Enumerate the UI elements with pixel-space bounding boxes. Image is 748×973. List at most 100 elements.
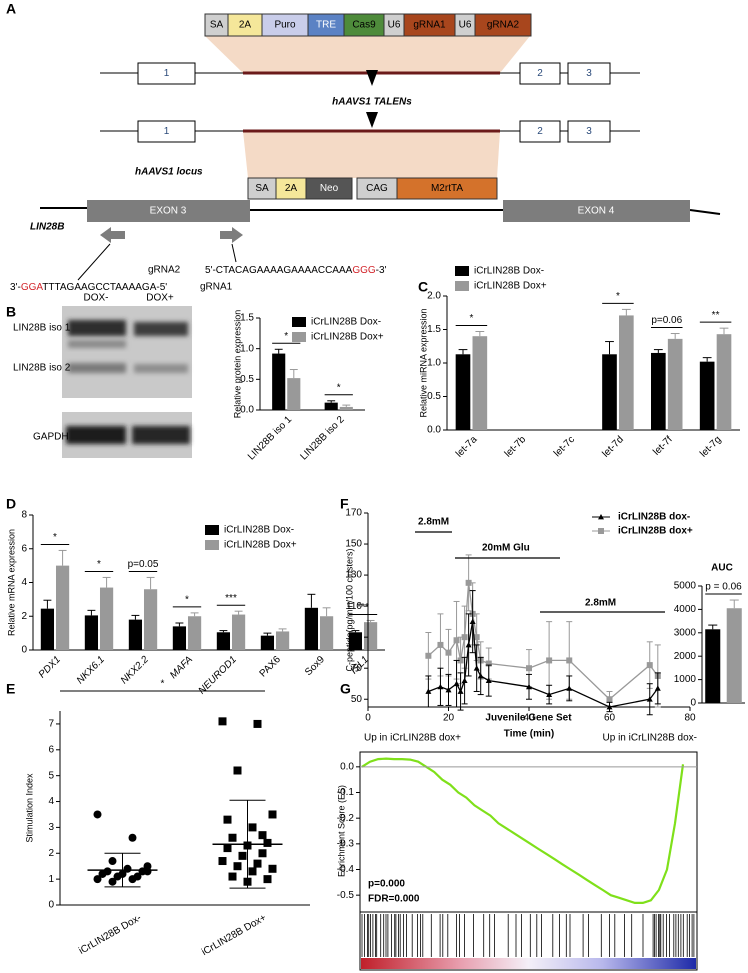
exon-label: EXON 3 [150, 206, 187, 217]
point [445, 686, 452, 693]
hit-barcode [361, 914, 695, 957]
point [228, 872, 237, 881]
significance-label: *** [225, 593, 237, 604]
significance-label: p = 0.06 [705, 582, 742, 593]
annotation: 2.8mM [585, 598, 616, 609]
exon-box [137, 62, 196, 85]
point [223, 844, 232, 853]
x-tick-label: NEUROD1 [197, 654, 239, 696]
significance-label: p=0.05 [128, 559, 159, 570]
y-axis-label: Enrichment Score (ES) [336, 785, 346, 877]
significance-label: * [97, 559, 101, 570]
annotation: 20mM Glu [482, 543, 530, 554]
point [457, 657, 464, 664]
point [437, 641, 444, 648]
legend-label: iCrLIN28B dox- [618, 512, 690, 523]
panel-label: A [6, 1, 16, 17]
construct-label: Neo [320, 183, 339, 194]
pam: GGA [21, 282, 44, 293]
band-label: LIN28B iso 1 [13, 323, 71, 334]
point [457, 688, 464, 694]
y-tick-label: 4 [21, 577, 27, 588]
bar [172, 626, 187, 650]
significance-label: * [337, 382, 341, 393]
point [546, 691, 553, 697]
bar [726, 608, 742, 703]
seq-part: 5'-CTACAGAAAAGAAAACCAAA [205, 265, 353, 276]
y-tick-label: 90 [351, 632, 363, 643]
y-tick-label: -0.5 [337, 890, 355, 901]
chart-title: Juvenile Gene Set [485, 713, 572, 724]
bar [40, 608, 55, 650]
y-tick-label: 0.0 [340, 761, 354, 772]
x-tick-label: 60 [604, 713, 616, 724]
significance-label: *** [357, 602, 369, 613]
talen-label: hAAVS1 TALENs [332, 97, 412, 108]
bar [667, 338, 683, 430]
x-tick-label: MAFA [168, 654, 195, 681]
x-tick-label: 20 [443, 713, 455, 724]
legend-swatch [292, 317, 306, 327]
y-tick-label: 0 [21, 645, 27, 656]
bar [231, 614, 246, 650]
construct-label: 2A [239, 20, 252, 31]
x-axis-label: Time (min) [504, 729, 554, 740]
note: Up in iCrLIN28B dox+ [364, 733, 461, 744]
blot-band [132, 426, 190, 444]
significance-label: * [53, 532, 57, 543]
bar [455, 354, 471, 430]
y-tick-label: 4000 [674, 604, 697, 615]
y-tick-label: 0.0 [427, 425, 441, 436]
homology-arm [243, 129, 500, 133]
point [485, 660, 492, 667]
y-tick-label: 8 [21, 510, 27, 521]
y-tick-label: 170 [345, 508, 362, 519]
pointer [231, 243, 237, 263]
y-tick-label: 0 [690, 698, 696, 709]
point [461, 677, 468, 684]
bar [143, 589, 158, 650]
point [128, 875, 137, 884]
y-tick-label: 110 [346, 601, 362, 612]
x-tick-label: let-7a [454, 434, 480, 460]
point [263, 875, 272, 884]
bar [472, 336, 488, 430]
insertion-shade [243, 131, 500, 178]
y-axis-label: Relative mRNA expression [6, 529, 16, 636]
bar [128, 619, 143, 650]
grna-name: gRNA1 [200, 282, 233, 293]
x-tick-label: NKX6.1 [75, 654, 107, 686]
construct-label: TRE [316, 20, 336, 31]
lane-label: DOX- [84, 293, 109, 304]
exon-label: 2 [537, 126, 543, 137]
significance-label: ** [712, 310, 720, 321]
significance-label: * [284, 331, 288, 342]
construct-label: Cas9 [352, 20, 376, 31]
panel-label: E [6, 681, 15, 697]
panel-label: F [340, 496, 349, 512]
y-tick-label: 1.5 [240, 313, 254, 324]
exon-label: 3 [586, 68, 592, 79]
bar [619, 315, 634, 430]
legend-label: iCrLIN28B Dox- [224, 525, 294, 536]
point [143, 867, 152, 876]
gene-line [689, 209, 721, 215]
construct-box [474, 13, 532, 37]
point [263, 838, 272, 847]
pam: GGG [352, 265, 376, 276]
legend-label: iCrLIN28B Dox- [311, 317, 381, 328]
pointer [77, 243, 111, 281]
note: p=0.000 [368, 879, 405, 890]
rank-gradient [361, 958, 696, 969]
y-tick-label: 6 [21, 543, 27, 554]
point [566, 685, 573, 691]
y-tick-label: 7 [48, 719, 54, 730]
x-tick-label: let-7f [651, 434, 675, 458]
seq-part: 3'- [10, 282, 21, 293]
seq-part: -3' [376, 265, 387, 276]
exon-box [519, 62, 561, 85]
bar [216, 632, 231, 650]
panel-label: G [340, 681, 351, 697]
panel-label: B [6, 304, 16, 320]
